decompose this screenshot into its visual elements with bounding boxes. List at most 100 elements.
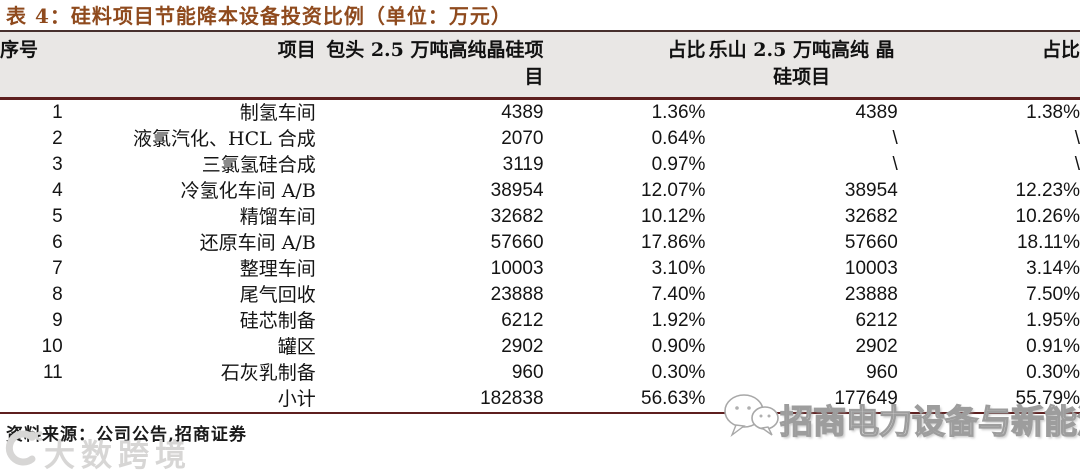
cell-ratio-baotou: 0.30% [651, 362, 706, 383]
cell-ratio-leshan: \ [1074, 128, 1080, 149]
table-row: 7 整理车间 10003 3.10% 10003 3.14% [0, 256, 1080, 282]
cell-item: 硅芯制备 [239, 310, 316, 332]
watermark-cms: 招商电力设备与新能源 [722, 391, 1080, 446]
cell-seq: 3 [52, 154, 63, 175]
cell-ratio-baotou: 56.63% [543, 386, 706, 414]
table-row: 2 液氯汽化、HCL 合成 2070 0.64% \ \ [0, 126, 1080, 152]
cell-item: 小计 [62, 386, 316, 414]
cell-ratio-leshan: 1.38% [1026, 102, 1080, 123]
table-row: 3 三氯氢硅合成 3119 0.97% \ \ [0, 152, 1080, 178]
cell-ratio-baotou: 0.90% [651, 336, 706, 357]
cell-seq: 9 [52, 310, 63, 331]
cell-ratio-leshan: 7.50% [1026, 284, 1080, 305]
cell-baotou: 32682 [490, 206, 544, 227]
table-title: 表 4：硅料项目节能降本设备投资比例（单位：万元） [6, 4, 512, 28]
cell-item: 罐区 [277, 336, 316, 358]
table-row: 6 还原车间 A/B 57660 17.86% 57660 18.11% [0, 230, 1080, 256]
source-note: 资料来源：公司公告,招商证券 [6, 425, 247, 445]
cell-baotou: 3119 [502, 154, 544, 175]
cell-seq: 6 [52, 232, 63, 253]
cell-ratio-baotou: 1.36% [651, 102, 706, 123]
table-row: 11 石灰乳制备 960 0.30% 960 0.30% [0, 360, 1080, 386]
cell-ratio-baotou: 3.10% [651, 258, 706, 279]
cell-item: 三氯氢硅合成 [201, 154, 316, 176]
cell-ratio-leshan: 12.23% [1015, 180, 1080, 201]
cell-baotou: 2070 [501, 128, 544, 149]
cell-ratio-baotou: 10.12% [641, 206, 706, 227]
cell-leshan: 6212 [855, 310, 898, 331]
cell-seq: 5 [52, 206, 63, 227]
cell-leshan: \ [892, 154, 898, 175]
cell-item: 石灰乳制备 [220, 362, 316, 384]
table-row: 4 冷氢化车间 A/B 38954 12.07% 38954 12.23% [0, 178, 1080, 204]
cell-ratio-baotou: 1.92% [651, 310, 706, 331]
cell-leshan: 960 [866, 362, 898, 383]
table-row: 5 精馏车间 32682 10.12% 32682 10.26% [0, 204, 1080, 230]
table-row: 10 罐区 2902 0.90% 2902 0.91% [0, 334, 1080, 360]
cell-leshan: 10003 [844, 258, 898, 279]
cell-ratio-leshan: 55.79% [897, 386, 1080, 414]
cell-ratio-baotou: 7.40% [651, 284, 706, 305]
header-item: 项目 [62, 30, 316, 100]
cell-leshan: \ [892, 128, 898, 149]
cell-leshan: 57660 [844, 232, 898, 253]
cell-baotou: 960 [511, 362, 544, 383]
cell-leshan: 38954 [844, 180, 898, 201]
cell-seq: 7 [52, 258, 63, 279]
cell-leshan: 32682 [844, 206, 898, 227]
header-baotou: 包头 2.5 万吨高纯晶硅项目 [315, 30, 544, 100]
cell-leshan: 4389 [855, 102, 898, 123]
watermark-dashu-text: 大数跨境 [44, 437, 192, 473]
cell-item: 还原车间 A/B [199, 232, 316, 254]
cell-baotou: 182838 [315, 386, 544, 414]
cell-seq: 4 [52, 180, 63, 201]
cell-seq: 8 [52, 284, 63, 305]
cell-item: 冷氢化车间 A/B [180, 180, 316, 202]
cell-baotou: 4389 [501, 102, 544, 123]
watermark-dashu: 大数跨境 [2, 429, 192, 475]
header-leshan: 乐山 2.5 万吨高纯 晶硅项目 [705, 30, 898, 100]
cell-ratio-baotou: 0.64% [651, 128, 706, 149]
table-header: 序号 项目 包头 2.5 万吨高纯晶硅项目 占比 乐山 2.5 万吨高纯 晶硅项… [0, 30, 1080, 100]
cell-seq: 2 [52, 128, 63, 149]
cell-seq: 1 [52, 102, 63, 123]
cell-ratio-leshan: \ [1074, 154, 1080, 175]
cell-ratio-baotou: 12.07% [641, 180, 706, 201]
subtotal-row: 小计 182838 56.63% 177649 55.79% [0, 386, 1080, 414]
cell-item: 制氢车间 [239, 102, 316, 124]
watermark-cms-text: 招商电力设备与新能源 [779, 401, 1080, 441]
cell-baotou: 57660 [490, 232, 544, 253]
cell-baotou: 6212 [501, 310, 544, 331]
table-row: 8 尾气回收 23888 7.40% 23888 7.50% [0, 282, 1080, 308]
cell-ratio-leshan: 1.95% [1026, 310, 1080, 331]
cell-item: 尾气回收 [239, 284, 316, 306]
cell-leshan: 2902 [855, 336, 898, 357]
cell-item: 液氯汽化、HCL 合成 [133, 128, 316, 150]
cell-ratio-leshan: 10.26% [1015, 206, 1080, 227]
header-row: 序号 项目 包头 2.5 万吨高纯晶硅项目 占比 乐山 2.5 万吨高纯 晶硅项… [0, 30, 1080, 100]
cell-ratio-leshan: 18.11% [1016, 232, 1080, 253]
table-row: 1 制氢车间 4389 1.36% 4389 1.38% [0, 99, 1080, 127]
cell-baotou: 23888 [490, 284, 544, 305]
cell-ratio-baotou: 0.97% [651, 154, 706, 175]
wechat-icon [722, 391, 780, 446]
header-seq: 序号 [0, 30, 63, 100]
table-row: 9 硅芯制备 6212 1.92% 6212 1.95% [0, 308, 1080, 334]
header-ratio-baotou: 占比 [543, 30, 706, 100]
cell-baotou: 2902 [501, 336, 544, 357]
cell-seq [0, 386, 63, 414]
cell-baotou: 38954 [490, 180, 544, 201]
cell-ratio-baotou: 17.86% [641, 232, 706, 253]
cell-leshan: 23888 [844, 284, 898, 305]
dashu-logo-icon [2, 429, 45, 475]
cell-item: 整理车间 [239, 258, 316, 280]
cell-ratio-leshan: 3.14% [1026, 258, 1080, 279]
cell-baotou: 10003 [490, 258, 544, 279]
cell-seq: 10 [41, 336, 63, 357]
cell-ratio-leshan: 0.91% [1026, 336, 1080, 357]
cell-item: 精馏车间 [239, 206, 316, 228]
investment-table: 序号 项目 包头 2.5 万吨高纯晶硅项目 占比 乐山 2.5 万吨高纯 晶硅项… [0, 30, 1080, 414]
header-ratio-leshan: 占比 [897, 30, 1080, 100]
table-body: 1 制氢车间 4389 1.36% 4389 1.38% 2 液氯汽化、HCL … [0, 99, 1080, 414]
cell-seq: 11 [43, 362, 63, 383]
